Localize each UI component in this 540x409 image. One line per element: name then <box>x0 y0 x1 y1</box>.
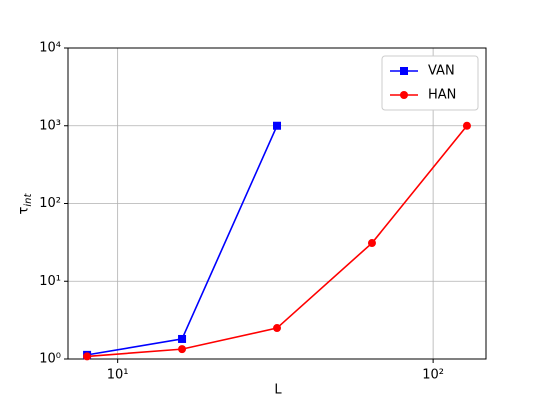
y-tick-label: 10³ <box>39 118 61 133</box>
x-tick-label: 10¹ <box>107 368 129 383</box>
y-tick-label: 10⁰ <box>39 352 61 367</box>
data-point <box>178 334 187 343</box>
y-tick-label: 10¹ <box>39 274 61 289</box>
data-point <box>83 352 92 361</box>
y-tick-label: 10⁴ <box>39 41 61 56</box>
legend-marker <box>400 91 408 99</box>
y-tick-label: 10² <box>39 196 61 211</box>
data-point <box>273 121 282 130</box>
x-axis-label: L <box>274 383 282 398</box>
x-tick-label: 10² <box>422 368 444 383</box>
data-point <box>367 239 376 248</box>
plot-frame <box>67 47 487 360</box>
legend-label: VAN <box>428 64 455 79</box>
legend-label: HAN <box>428 88 456 103</box>
data-point <box>462 121 471 130</box>
data-point <box>273 324 282 333</box>
data-point <box>178 345 187 354</box>
legend-marker <box>400 67 408 75</box>
